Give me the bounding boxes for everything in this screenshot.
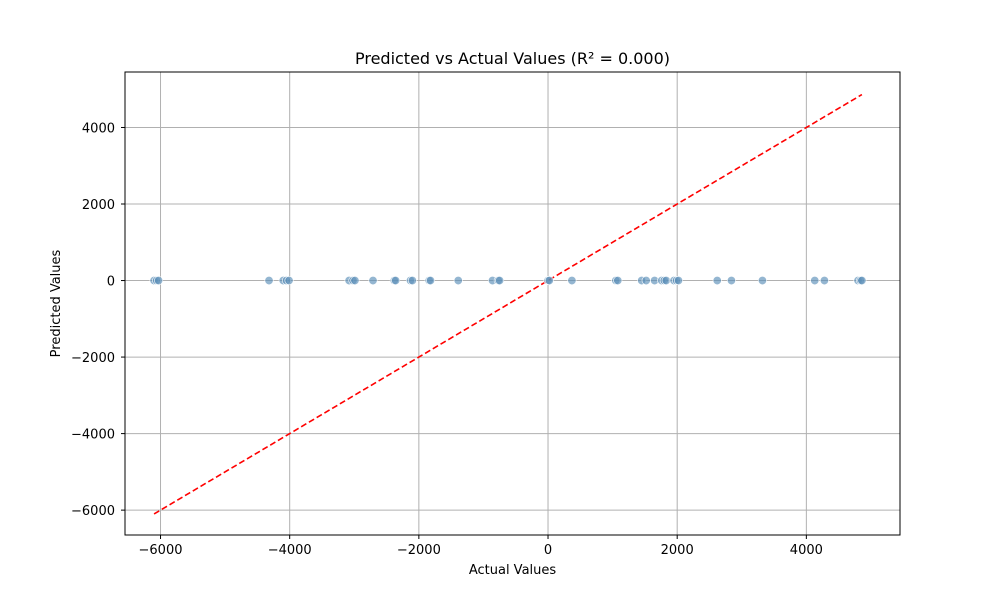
x-axis-label: Actual Values xyxy=(469,563,557,578)
reference-line xyxy=(153,93,863,515)
x-tick-label: 4000 xyxy=(790,543,823,558)
scatter-point xyxy=(726,276,736,286)
scatter-point xyxy=(857,276,867,286)
scatter-point xyxy=(350,276,360,286)
scatter-point xyxy=(407,276,417,286)
y-tick-label: 4000 xyxy=(82,121,115,136)
scatter-point xyxy=(613,276,623,286)
scatter-point xyxy=(391,276,401,286)
y-axis-ticks: −6000 −4000 −2000 0 2000 4000 xyxy=(71,121,125,519)
scatter-point xyxy=(673,276,683,286)
scatter-point xyxy=(453,276,463,286)
scatter-point xyxy=(712,276,722,286)
x-axis-ticks: −6000 −4000 −2000 0 2000 4000 xyxy=(139,535,823,558)
x-tick-label: −2000 xyxy=(397,543,441,558)
scatter-point xyxy=(810,276,820,286)
grid-lines xyxy=(125,72,900,535)
x-tick-label: 0 xyxy=(544,543,552,558)
y-tick-label: 0 xyxy=(107,275,115,290)
x-tick-label: −6000 xyxy=(139,543,183,558)
scatter-point xyxy=(264,276,274,286)
x-tick-label: 2000 xyxy=(661,543,694,558)
scatter-point xyxy=(819,276,829,286)
y-tick-label: −2000 xyxy=(71,351,115,366)
scatter-point xyxy=(495,276,505,286)
y-tick-label: −6000 xyxy=(71,504,115,519)
scatter-point xyxy=(757,276,767,286)
scatter-point xyxy=(661,276,671,286)
y-axis-label: Predicted Values xyxy=(49,249,64,357)
scatter-point xyxy=(368,276,378,286)
scatter-point xyxy=(544,276,554,286)
scatter-point xyxy=(425,276,435,286)
x-tick-label: −4000 xyxy=(268,543,312,558)
y-tick-label: 2000 xyxy=(82,198,115,213)
data-points xyxy=(149,276,867,286)
plot-frame xyxy=(124,71,901,536)
reference-line-group xyxy=(153,93,863,515)
scatter-point xyxy=(567,276,577,286)
y-tick-label: −4000 xyxy=(71,428,115,443)
scatter-point xyxy=(641,276,651,286)
chart-title: Predicted vs Actual Values (R² = 0.000) xyxy=(355,49,670,68)
scatter-point xyxy=(284,276,294,286)
scatter-point xyxy=(154,276,164,286)
